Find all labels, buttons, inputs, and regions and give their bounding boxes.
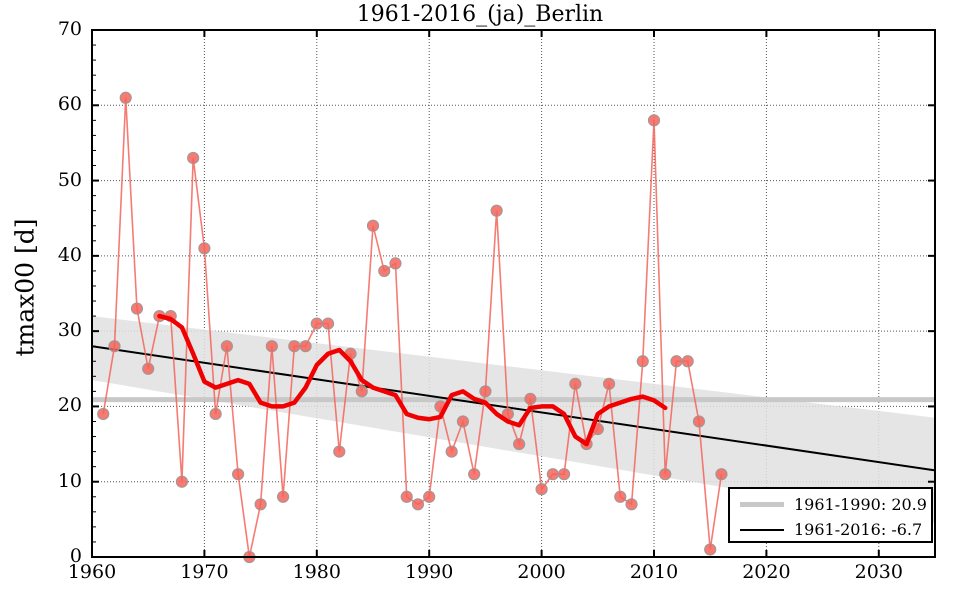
data-point-marker [232, 468, 245, 481]
y-tick-label: 30 [57, 319, 82, 342]
data-point-marker [220, 340, 233, 353]
y-tick-label: 0 [69, 545, 82, 567]
data-point-marker [569, 377, 582, 390]
data-point-marker [456, 415, 470, 428]
data-point-marker [198, 242, 211, 255]
data-point-marker [681, 355, 694, 368]
smoothed-trend-curve [157, 313, 668, 447]
x-tick-label: 2020 [742, 561, 791, 583]
legend-swatch-icon [740, 502, 784, 507]
data-point-marker [535, 483, 548, 496]
data-point-marker [299, 340, 312, 353]
data-point-marker [423, 490, 436, 503]
y-tick-label: 60 [57, 93, 82, 116]
x-tick-label: 1980 [292, 561, 341, 583]
data-point-marker [355, 385, 368, 398]
data-point-marker [97, 407, 110, 421]
x-tick-label: 2000 [517, 561, 566, 583]
data-point-marker [108, 340, 121, 353]
data-point-marker [366, 219, 380, 232]
data-point-marker [647, 114, 661, 127]
data-point-marker [378, 264, 391, 278]
x-tick-label: 2010 [629, 561, 679, 583]
data-point-marker [254, 498, 267, 511]
data-point-marker [546, 468, 559, 481]
data-point-marker [704, 543, 717, 556]
data-point-marker [715, 468, 728, 481]
x-tick-label: 1970 [180, 561, 229, 583]
x-tick-label: 2030 [854, 561, 903, 583]
data-point-marker [265, 340, 278, 353]
data-point-marker [142, 362, 155, 375]
chart-title: 1961-2016_(ja)_Berlin [356, 2, 604, 27]
x-tick-label: 1990 [405, 561, 454, 583]
data-point-marker [400, 490, 413, 503]
y-tick-label: 40 [57, 243, 82, 266]
y-tick-label: 50 [57, 168, 82, 191]
annual-series-line [102, 97, 723, 558]
data-point-marker [602, 377, 616, 390]
data-point-marker [321, 317, 335, 330]
legend-label: 1961-1990: 20.9 [794, 495, 927, 514]
x-tick-label: 1960 [67, 561, 117, 583]
data-point-marker [445, 445, 458, 458]
y-tick-label: 70 [57, 18, 82, 40]
data-point-marker [209, 407, 222, 421]
data-point-marker [479, 385, 492, 398]
y-tick-label: 20 [57, 394, 82, 417]
data-point-marker [490, 204, 503, 217]
data-point-marker [614, 490, 627, 503]
data-point-marker [276, 490, 290, 503]
legend-item: 1961-2016: -6.7 [730, 517, 935, 542]
data-point-marker [411, 498, 425, 511]
data-point-marker [468, 468, 481, 481]
data-point-marker [659, 468, 672, 481]
data-point-marker [557, 468, 571, 481]
data-point-marker [670, 355, 683, 368]
data-point-marker [524, 392, 537, 405]
legend-swatch-icon [740, 528, 784, 531]
data-point-marker [692, 415, 706, 428]
legend-item: 1961-1990: 20.9 [730, 492, 935, 517]
y-tick-label: 10 [57, 469, 82, 492]
data-point-marker [187, 151, 200, 165]
data-point-marker [175, 475, 189, 488]
data-point-marker [636, 355, 649, 368]
data-point-marker [119, 91, 132, 104]
data-point-marker [310, 317, 323, 330]
data-point-marker [288, 340, 301, 353]
legend-label: 1961-2016: -6.7 [794, 520, 923, 539]
axes-frame [91, 29, 936, 558]
chart-legend: 1961-1990: 20.9 1961-2016: -6.7 [728, 487, 933, 543]
trend-line [91, 345, 936, 472]
data-point-marker [389, 257, 402, 270]
data-point-marker [513, 437, 526, 451]
data-point-marker [333, 445, 346, 458]
data-point-marker [625, 498, 638, 511]
data-point-marker [130, 302, 144, 315]
